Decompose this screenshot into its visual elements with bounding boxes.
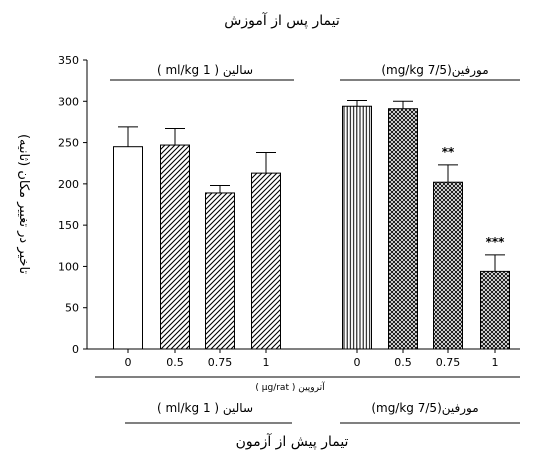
bar [342, 105, 372, 350]
x-tick-label: 0 [125, 356, 132, 369]
group-label-top-left: سالین ( 1 ml/kg ) [157, 63, 253, 78]
chart-title-bottom: تیمار پیش از آزمون [236, 433, 349, 450]
group-label-top-right: مورفین(7/5 mg/kg) [381, 63, 488, 78]
x-tick-label: 0.5 [166, 356, 184, 369]
significance-label: *** [486, 235, 506, 249]
x-tick-label: 1 [492, 356, 499, 369]
x-tick-label: 0 [354, 356, 361, 369]
y-tick-label: 200 [58, 178, 79, 191]
bar [205, 192, 235, 350]
x-tick-label: 1 [263, 356, 270, 369]
group-label-bottom-left: سالین ( 1 ml/kg ) [157, 401, 253, 416]
bar [480, 270, 510, 350]
bar [433, 181, 463, 350]
group-bracket-bottom-left: سالین ( 1 ml/kg ) [125, 401, 292, 424]
y-tick-label: 150 [58, 219, 79, 232]
significance-label: ** [442, 145, 455, 159]
bar [113, 146, 143, 350]
x-tick-label: 0.75 [208, 356, 233, 369]
bar [388, 108, 418, 350]
bar [251, 172, 281, 350]
x-tick-label: 0.5 [394, 356, 412, 369]
y-tick-label: 50 [65, 302, 79, 315]
x-ticks: 0 0.5 0.75 1 0 0.5 0.75 1 [125, 349, 499, 369]
y-tick-label: 350 [58, 54, 79, 67]
y-ticks: 0 50 100 150 200 250 300 350 [58, 54, 87, 356]
y-tick-label: 250 [58, 137, 79, 150]
y-axis-label: تاخیر در تغییر مکان (ثانیه) [16, 134, 31, 274]
bar [160, 144, 190, 350]
group-bracket-top-left: سالین ( 1 ml/kg ) [110, 63, 294, 81]
x-tick-label: 0.75 [436, 356, 461, 369]
y-tick-label: 300 [58, 95, 79, 108]
group-bracket-top-right: مورفین(7/5 mg/kg) [340, 63, 520, 81]
group-bracket-bottom-right: مورفین(7/5 mg/kg) [340, 401, 520, 424]
y-tick-label: 0 [72, 343, 79, 356]
bars: ***** [113, 99, 510, 350]
y-tick-label: 100 [58, 260, 79, 273]
group-label-bottom-right: مورفین(7/5 mg/kg) [371, 401, 478, 416]
x-axis-label: آتروپین ( µg/rat ) [255, 381, 325, 393]
chart-title-top: تیمار پس از آموزش [224, 12, 340, 29]
